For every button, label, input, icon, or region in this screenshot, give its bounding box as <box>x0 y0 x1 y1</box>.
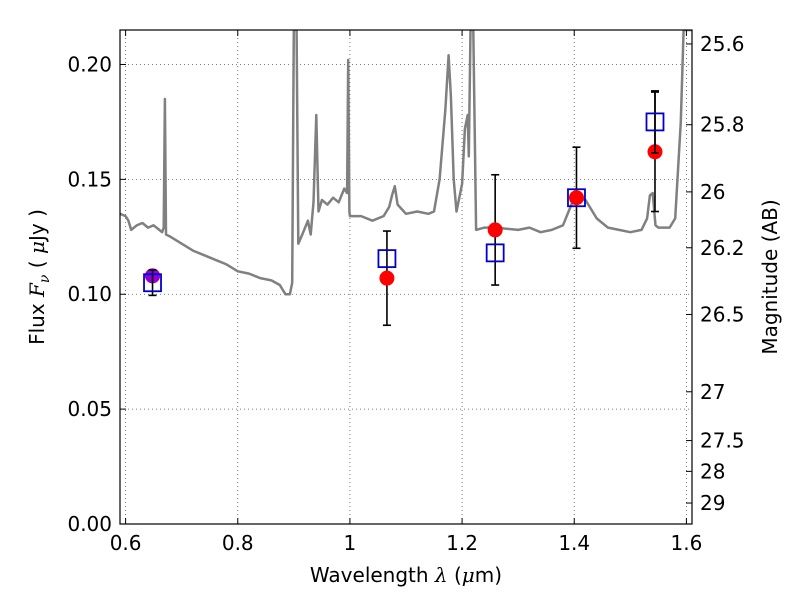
y-tick-label: 0.10 <box>67 282 112 306</box>
y2-axis-label: Magnitude (AB) <box>758 199 782 354</box>
data-point-circle <box>379 270 395 286</box>
y2-tick-label: 27 <box>700 380 725 404</box>
y-axis-magnitude: 25.6 25.8 26 26.2 26.5 27 27.5 28 29 <box>686 32 745 515</box>
y2-tick-label: 29 <box>700 491 725 515</box>
data-point-square <box>645 112 665 132</box>
x-tick-label: 1.4 <box>558 531 590 555</box>
data-point-square <box>143 273 162 293</box>
y-axis-flux: 0.00 0.05 0.10 0.15 0.20 <box>67 52 126 536</box>
y-axis-label: Flux Fν ( μJy ) <box>25 209 53 345</box>
x-tick-label: 0.6 <box>110 531 142 555</box>
y2-tick-label: 28 <box>700 459 725 483</box>
data-point-square <box>485 243 505 263</box>
x-tick-label: 1 <box>344 531 357 555</box>
y2-tick-label: 26 <box>700 180 725 204</box>
plot-frame <box>119 29 693 525</box>
y2-tick-label: 25.6 <box>700 32 745 56</box>
y2-tick-label: 26.2 <box>700 236 745 260</box>
y2-tick-label: 25.8 <box>700 113 745 137</box>
y-tick-label: 0.20 <box>67 52 112 76</box>
y-tick-label: 0.00 <box>67 512 112 536</box>
y-tick-label: 0.15 <box>67 167 112 191</box>
plot-area <box>120 30 692 327</box>
y-tick-label: 0.05 <box>67 397 112 421</box>
model-spectrum-line <box>120 30 692 296</box>
data-point-circle <box>487 222 503 238</box>
y2-tick-label: 26.5 <box>700 302 745 326</box>
x-axis-label: Wavelength λ (μm) <box>310 563 502 587</box>
data-point-circle <box>568 190 584 206</box>
x-tick-label: 1.6 <box>670 531 702 555</box>
y2-tick-label: 27.5 <box>700 429 745 453</box>
x-tick-label: 1.2 <box>446 531 478 555</box>
data-point-square <box>567 188 586 208</box>
x-tick-label: 0.8 <box>222 531 254 555</box>
x-axis: 0.6 0.8 1 1.2 1.4 1.6 <box>110 30 702 555</box>
data-point-square <box>377 249 397 269</box>
